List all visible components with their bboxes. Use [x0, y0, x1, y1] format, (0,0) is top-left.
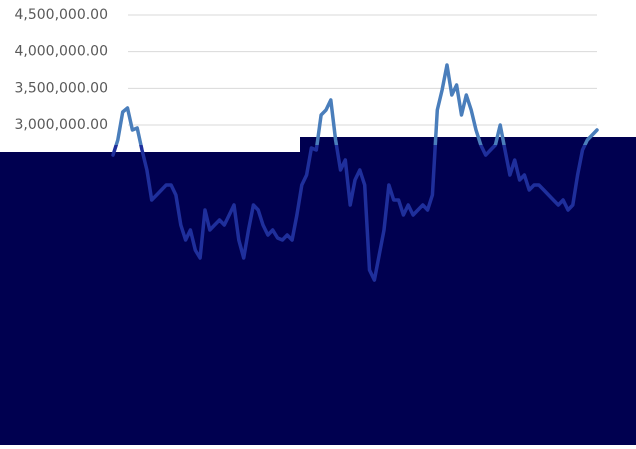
y-tick-label: 3,000,000.00 — [14, 117, 108, 133]
y-tick-label: 4,500,000.00 — [14, 7, 108, 23]
y-tick-label: 4,000,000.00 — [14, 44, 108, 60]
plot-layer: 3,000,000.00 3,500,000.00 4,000,000.00 4,50… — [14, 7, 597, 133]
series-line — [111, 63, 599, 282]
y-tick-label: 3,500,000.00 — [14, 80, 108, 96]
overlay — [0, 137, 636, 445]
series-layer — [111, 63, 599, 282]
